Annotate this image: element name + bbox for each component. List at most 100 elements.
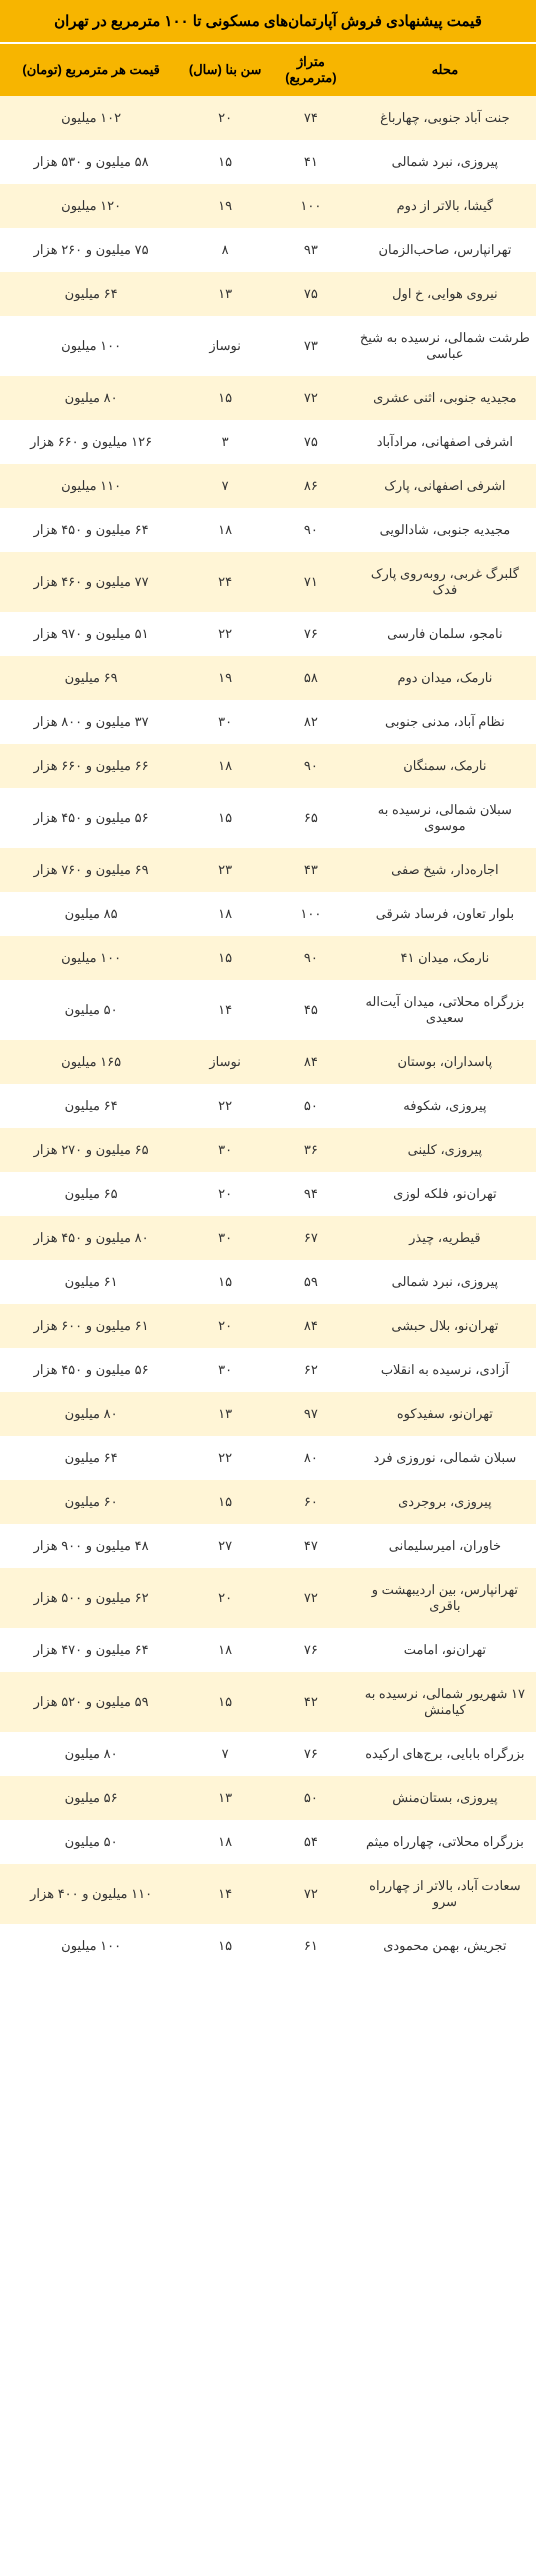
- table-row: تهرانپارس، بین اردیبهشت و باقری۷۲۲۰۶۲ می…: [0, 1568, 536, 1628]
- table-row: پیروزی، بستان‌منش۵۰۱۳۵۶ میلیون: [0, 1776, 536, 1820]
- cell-area: ۱۷ شهریور شمالی، نرسیده به کیامنش: [354, 1672, 536, 1732]
- table-row: پیروزی، شکوفه۵۰۲۲۶۴ میلیون: [0, 1084, 536, 1128]
- table-row: مجیدیه جنوبی، شادالویی۹۰۱۸۶۴ میلیون و ۴۵…: [0, 508, 536, 552]
- cell-size: ۹۴: [268, 1172, 354, 1216]
- table-row: تهران‌نو، بلال حبشی۸۴۲۰۶۱ میلیون و ۶۰۰ ه…: [0, 1304, 536, 1348]
- cell-size: ۸۴: [268, 1040, 354, 1084]
- cell-area: بلوار تعاون، فرساد شرقی: [354, 892, 536, 936]
- cell-size: ۷۵: [268, 272, 354, 316]
- cell-price: ۶۴ میلیون و ۴۷۰ هزار: [0, 1628, 182, 1672]
- cell-area: اشرفی اصفهانی، مرادآباد: [354, 420, 536, 464]
- cell-age: ۱۵: [182, 1924, 268, 1968]
- cell-area: طرشت شمالی، نرسیده به شیخ عباسی: [354, 316, 536, 376]
- cell-price: ۷۷ میلیون و ۴۶۰ هزار: [0, 552, 182, 612]
- table-title: قیمت پیشنهادی فروش آپارتمان‌های مسکونی ت…: [0, 0, 536, 42]
- cell-price: ۶۴ میلیون: [0, 1084, 182, 1128]
- cell-age: ۱۳: [182, 1776, 268, 1820]
- table-row: نامجو، سلمان فارسی۷۶۲۲۵۱ میلیون و ۹۷۰ هز…: [0, 612, 536, 656]
- cell-size: ۴۷: [268, 1524, 354, 1568]
- cell-area: گلبرگ غربی، روبه‌روی پارک فدک: [354, 552, 536, 612]
- cell-price: ۶۱ میلیون و ۶۰۰ هزار: [0, 1304, 182, 1348]
- cell-area: پاسداران، بوستان: [354, 1040, 536, 1084]
- cell-area: قیطریه، چیذر: [354, 1216, 536, 1260]
- cell-price: ۶۲ میلیون و ۵۰۰ هزار: [0, 1568, 182, 1628]
- table-row: سبلان شمالی، نرسیده به موسوی۶۵۱۵۵۶ میلیو…: [0, 788, 536, 848]
- cell-size: ۸۰: [268, 1436, 354, 1480]
- table-row: گیشا، بالاتر از دوم۱۰۰۱۹۱۲۰ میلیون: [0, 184, 536, 228]
- cell-size: ۷۲: [268, 1864, 354, 1924]
- table-row: سبلان شمالی، نوروزی فرد۸۰۲۲۶۴ میلیون: [0, 1436, 536, 1480]
- cell-age: ۱۸: [182, 744, 268, 788]
- cell-age: ۳۰: [182, 1216, 268, 1260]
- cell-size: ۵۰: [268, 1776, 354, 1820]
- table-row: بزرگراه بابایی، برج‌های ارکیده۷۶۷۸۰ میلی…: [0, 1732, 536, 1776]
- cell-age: ۷: [182, 464, 268, 508]
- cell-price: ۶۴ میلیون: [0, 1436, 182, 1480]
- cell-price: ۱۱۰ میلیون: [0, 464, 182, 508]
- cell-size: ۶۲: [268, 1348, 354, 1392]
- header-row: محله متراژ (مترمربع) سن بنا (سال) قیمت ه…: [0, 43, 536, 96]
- cell-size: ۷۵: [268, 420, 354, 464]
- price-table: محله متراژ (مترمربع) سن بنا (سال) قیمت ه…: [0, 42, 536, 1968]
- table-row: خاوران، امیرسلیمانی۴۷۲۷۴۸ میلیون و ۹۰۰ ه…: [0, 1524, 536, 1568]
- cell-age: ۲۷: [182, 1524, 268, 1568]
- cell-size: ۷۴: [268, 96, 354, 140]
- cell-area: بزرگراه محلاتی، میدان آیت‌اله سعیدی: [354, 980, 536, 1040]
- cell-size: ۴۲: [268, 1672, 354, 1732]
- cell-age: ۱۵: [182, 788, 268, 848]
- cell-price: ۱۰۲ میلیون: [0, 96, 182, 140]
- cell-age: ۲۲: [182, 1084, 268, 1128]
- cell-area: آزادی، نرسیده به انقلاب: [354, 1348, 536, 1392]
- cell-price: ۳۷ میلیون و ۸۰۰ هزار: [0, 700, 182, 744]
- cell-area: تهرانپارس، صاحب‌الزمان: [354, 228, 536, 272]
- cell-price: ۵۶ میلیون و ۴۵۰ هزار: [0, 788, 182, 848]
- cell-size: ۷۳: [268, 316, 354, 376]
- cell-size: ۵۴: [268, 1820, 354, 1864]
- table-row: پاسداران، بوستان۸۴نوساز۱۶۵ میلیون: [0, 1040, 536, 1084]
- cell-age: ۲۰: [182, 1172, 268, 1216]
- cell-price: ۵۰ میلیون: [0, 1820, 182, 1864]
- table-row: بلوار تعاون، فرساد شرقی۱۰۰۱۸۸۵ میلیون: [0, 892, 536, 936]
- cell-price: ۶۴ میلیون: [0, 272, 182, 316]
- cell-area: سبلان شمالی، نوروزی فرد: [354, 1436, 536, 1480]
- table-row: تجریش، بهمن محمودی۶۱۱۵۱۰۰ میلیون: [0, 1924, 536, 1968]
- price-table-container: قیمت پیشنهادی فروش آپارتمان‌های مسکونی ت…: [0, 0, 536, 1968]
- cell-area: اشرفی اصفهانی، پارک: [354, 464, 536, 508]
- cell-size: ۵۰: [268, 1084, 354, 1128]
- cell-age: ۱۸: [182, 1628, 268, 1672]
- cell-price: ۸۵ میلیون: [0, 892, 182, 936]
- header-price: قیمت هر مترمربع (تومان): [0, 43, 182, 96]
- cell-size: ۹۰: [268, 936, 354, 980]
- cell-size: ۱۰۰: [268, 184, 354, 228]
- cell-price: ۱۰۰ میلیون: [0, 316, 182, 376]
- cell-size: ۹۷: [268, 1392, 354, 1436]
- header-size: متراژ (مترمربع): [268, 43, 354, 96]
- table-row: نارمک، سمنگان۹۰۱۸۶۶ میلیون و ۶۶۰ هزار: [0, 744, 536, 788]
- cell-age: ۲۰: [182, 96, 268, 140]
- table-row: بزرگراه محلاتی، میدان آیت‌اله سعیدی۴۵۱۴۵…: [0, 980, 536, 1040]
- table-row: مجیدیه جنوبی، اثنی عشری۷۲۱۵۸۰ میلیون: [0, 376, 536, 420]
- table-row: پیروزی، نبرد شمالی۴۱۱۵۵۸ میلیون و ۵۳۰ هز…: [0, 140, 536, 184]
- table-row: پیروزی، کلینی۳۶۳۰۶۵ میلیون و ۲۷۰ هزار: [0, 1128, 536, 1172]
- cell-age: ۲۲: [182, 612, 268, 656]
- table-row: تهران‌نو، فلکه لوزی۹۴۲۰۶۵ میلیون: [0, 1172, 536, 1216]
- header-age: سن بنا (سال): [182, 43, 268, 96]
- cell-age: ۱۴: [182, 1864, 268, 1924]
- cell-price: ۱۶۵ میلیون: [0, 1040, 182, 1084]
- cell-age: ۲۴: [182, 552, 268, 612]
- cell-area: جنت آباد جنوبی، چهارباغ: [354, 96, 536, 140]
- cell-price: ۱۲۰ میلیون: [0, 184, 182, 228]
- cell-area: تهران‌نو، فلکه لوزی: [354, 1172, 536, 1216]
- cell-price: ۸۰ میلیون و ۴۵۰ هزار: [0, 1216, 182, 1260]
- cell-price: ۶۴ میلیون و ۴۵۰ هزار: [0, 508, 182, 552]
- cell-price: ۶۰ میلیون: [0, 1480, 182, 1524]
- cell-age: ۱۳: [182, 272, 268, 316]
- cell-area: تهرانپارس، بین اردیبهشت و باقری: [354, 1568, 536, 1628]
- cell-area: تهران‌نو، بلال حبشی: [354, 1304, 536, 1348]
- cell-area: نارمک، میدان ۴۱: [354, 936, 536, 980]
- cell-size: ۴۳: [268, 848, 354, 892]
- table-row: پیروزی، بروجردی۶۰۱۵۶۰ میلیون: [0, 1480, 536, 1524]
- cell-age: ۲۳: [182, 848, 268, 892]
- cell-size: ۷۲: [268, 376, 354, 420]
- cell-area: سبلان شمالی، نرسیده به موسوی: [354, 788, 536, 848]
